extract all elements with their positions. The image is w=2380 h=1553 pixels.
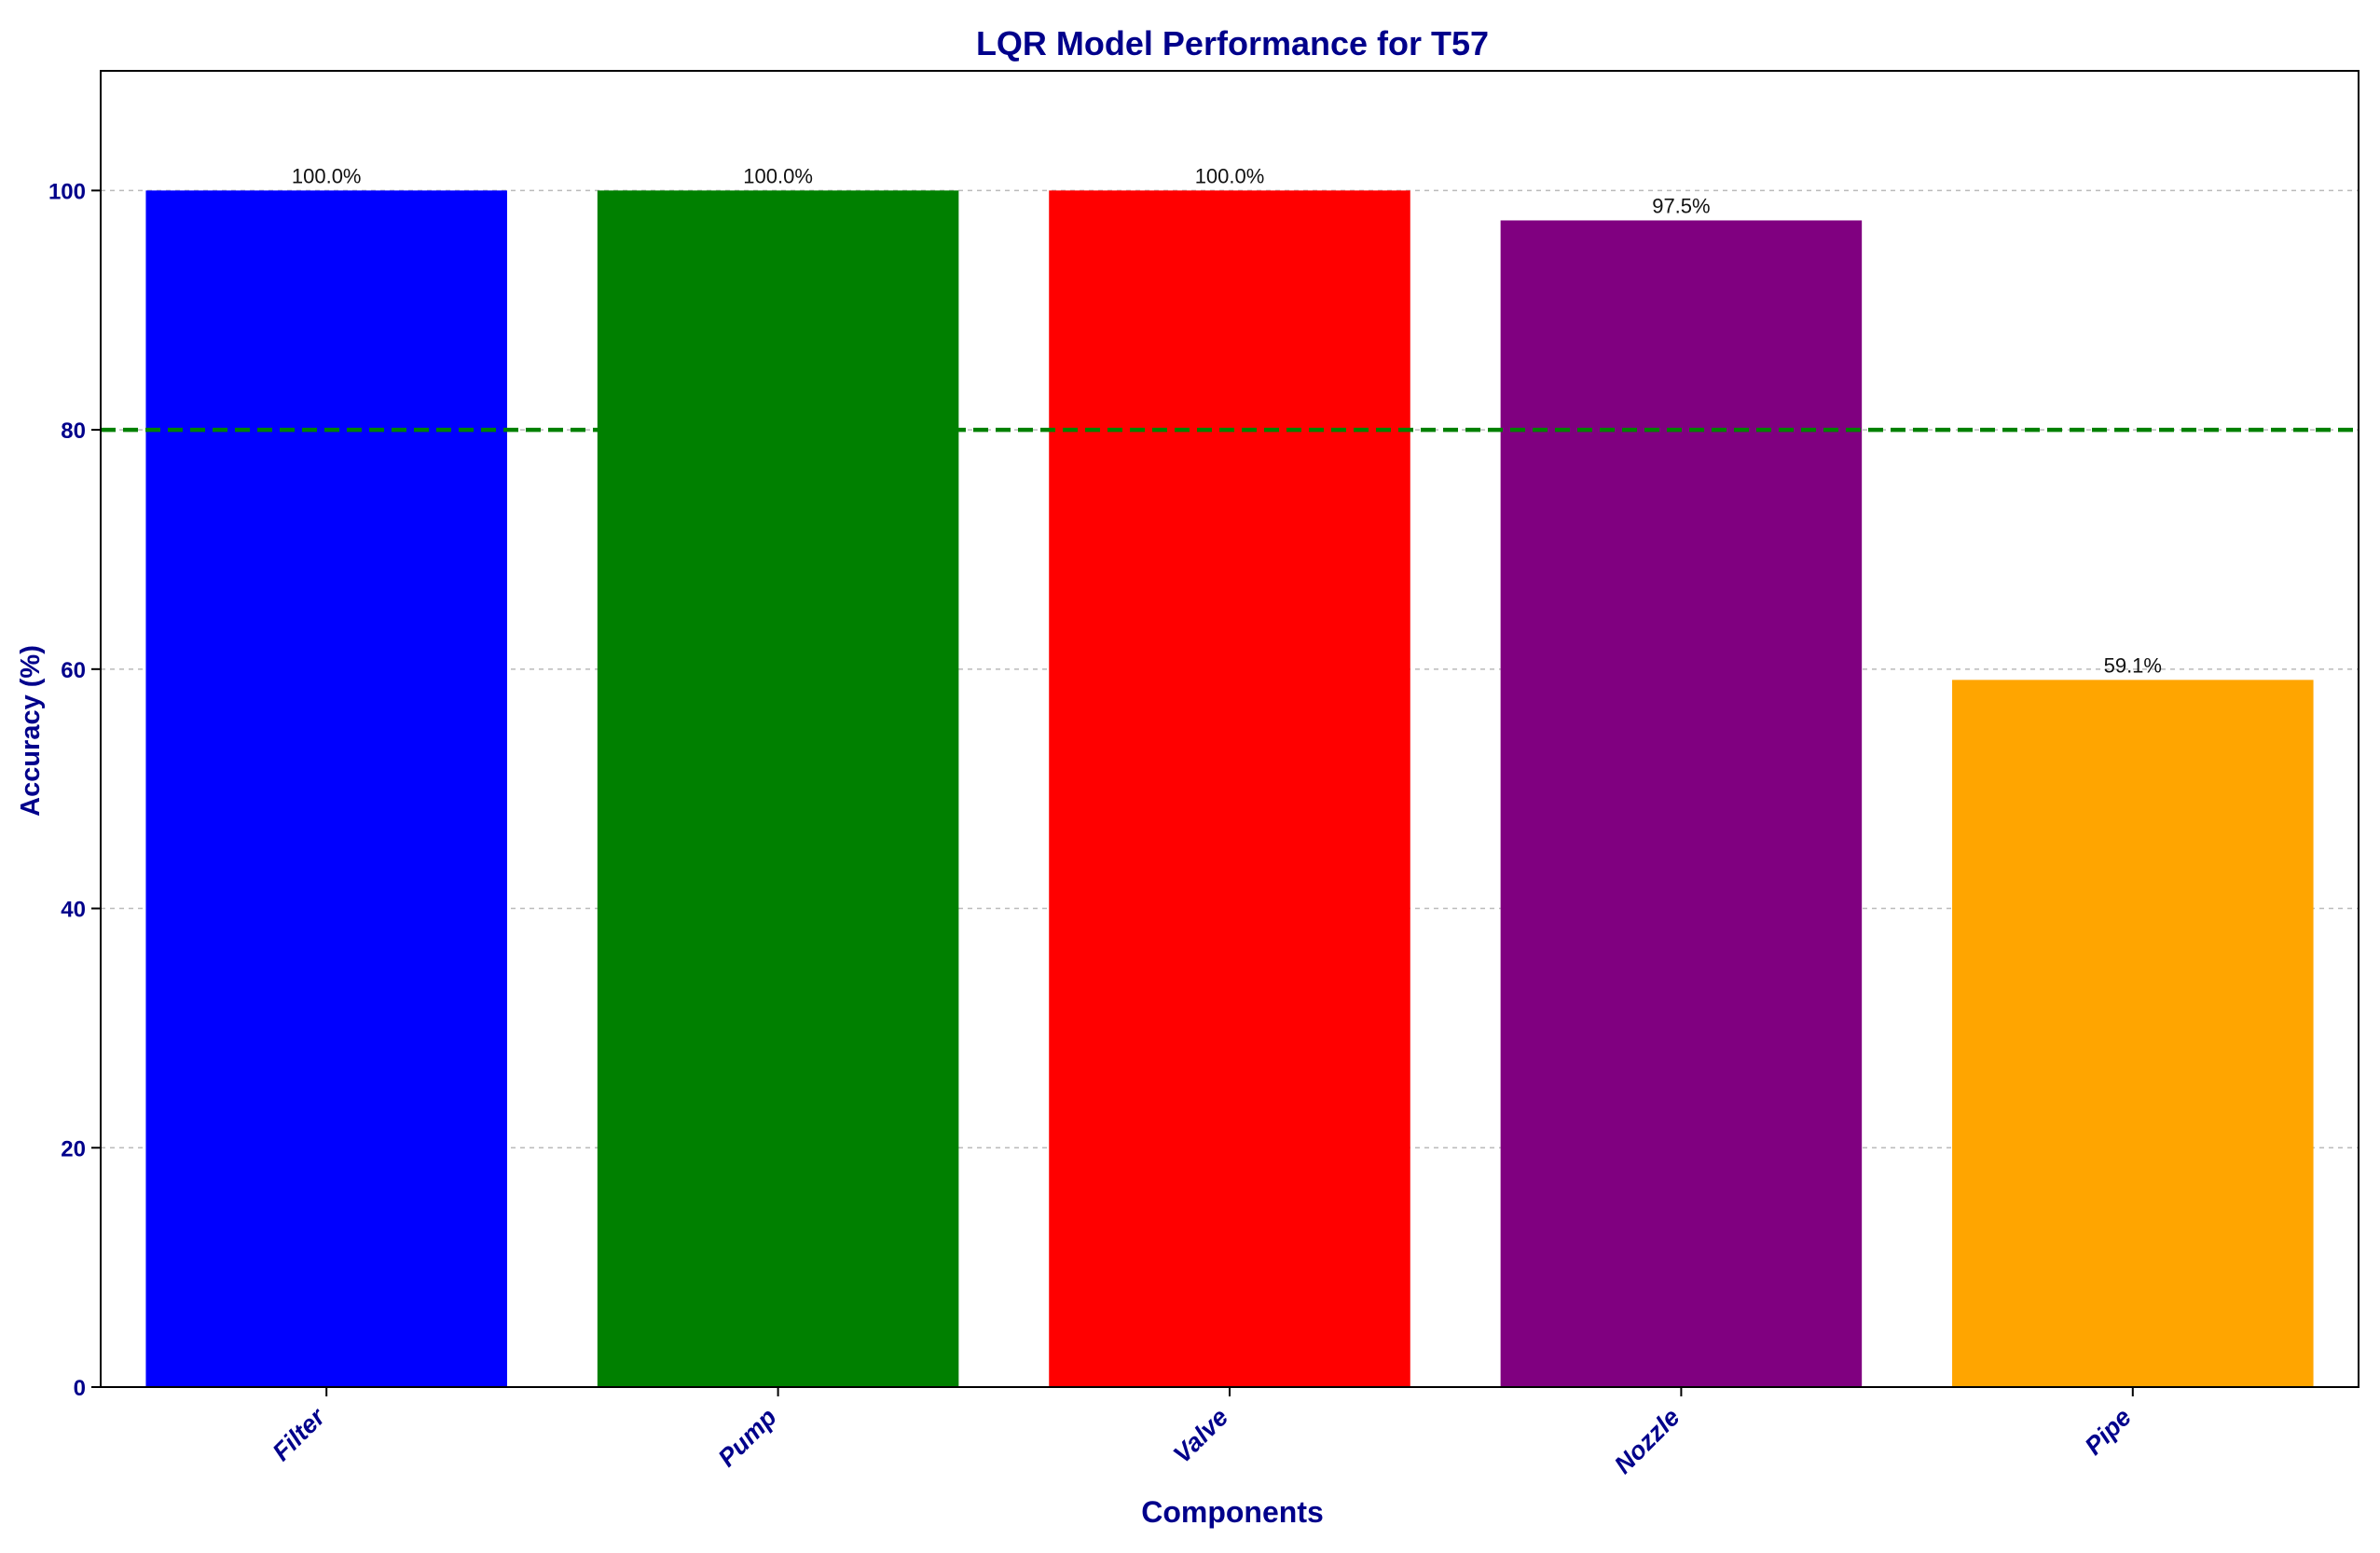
y-axis-ticks: 0 20 40 60 80 100 bbox=[48, 179, 101, 1401]
bar-value-label: 100.0% bbox=[292, 164, 362, 187]
value-labels: 100.0% 100.0% 100.0% 97.5% 59.1% bbox=[292, 164, 2162, 677]
chart-title: LQR Model Performance for T57 bbox=[976, 24, 1489, 62]
x-tick-label: Nozzle bbox=[1609, 1403, 1685, 1479]
y-tick-label: 80 bbox=[61, 419, 86, 444]
y-tick-label: 20 bbox=[61, 1136, 86, 1161]
y-tick-label: 0 bbox=[74, 1376, 86, 1401]
bar-filter bbox=[145, 190, 507, 1387]
bar-value-label: 100.0% bbox=[743, 164, 813, 187]
bars bbox=[145, 190, 2314, 1387]
y-axis-label: Accuracy (%) bbox=[16, 645, 46, 817]
bar-pump bbox=[597, 190, 959, 1387]
bar-value-label: 100.0% bbox=[1195, 164, 1265, 187]
x-axis-ticks: Filter Pump Valve Nozzle Pipe bbox=[268, 1387, 2137, 1479]
bar-pipe bbox=[1952, 680, 2314, 1387]
x-tick-label: Pump bbox=[713, 1403, 782, 1472]
bar-valve bbox=[1049, 190, 1410, 1387]
y-tick-label: 40 bbox=[61, 898, 86, 923]
bar-value-label: 59.1% bbox=[2104, 653, 2162, 677]
y-tick-label: 60 bbox=[61, 658, 86, 683]
x-axis-label: Components bbox=[1141, 1495, 1324, 1529]
y-tick-label: 100 bbox=[48, 179, 86, 204]
x-tick-label: Filter bbox=[268, 1402, 332, 1466]
bar-value-label: 97.5% bbox=[1652, 194, 1710, 217]
x-tick-label: Valve bbox=[1168, 1403, 1233, 1468]
x-tick-label: Pipe bbox=[2080, 1403, 2138, 1461]
bar-nozzle bbox=[1500, 220, 1863, 1387]
